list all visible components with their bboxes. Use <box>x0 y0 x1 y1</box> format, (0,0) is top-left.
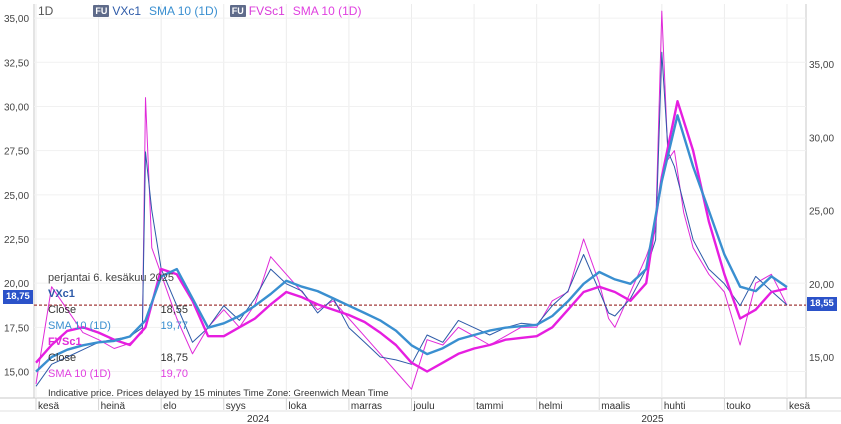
right-last-price-badge: 18,55 <box>807 297 837 311</box>
year-label: 2024 <box>247 414 270 424</box>
left-tick-label: 20,00 <box>4 279 29 290</box>
tooltip-series2-sma-row: SMA 10 (1D) 19,70 <box>48 366 188 382</box>
interval-label[interactable]: 1D <box>38 4 54 18</box>
chart-axes: kesä heinä elo syys loka marras joulu tammi helm… <box>4 14 834 424</box>
series1-badge: FU <box>93 5 110 17</box>
tooltip-series1-name: VXc1 <box>48 288 75 300</box>
tooltip-series1-close-label: Close <box>48 304 77 316</box>
left-tick-label: 22,50 <box>4 235 29 246</box>
tooltip-series1-close-row: Close 18,55 <box>48 302 188 318</box>
tooltip-series1-sma-value: 19,77 <box>160 320 188 332</box>
year-label: 2025 <box>641 414 664 424</box>
x-tick-label: joulu <box>413 401 435 412</box>
x-tick-label: helmi <box>539 401 563 412</box>
right-tick-label: 35,00 <box>809 60 834 71</box>
tooltip-series2-close-value: 18,75 <box>160 352 188 364</box>
x-tick-label: syys <box>226 401 246 412</box>
chart-grid <box>0 4 841 412</box>
legend-sma-vx[interactable]: SMA 10 (1D) <box>149 4 218 18</box>
legend-sma-fvs[interactable]: SMA 10 (1D) <box>292 4 362 18</box>
x-tick-label: touko <box>726 401 751 412</box>
chart-series <box>34 10 806 390</box>
tooltip-series2-close-label: Close <box>48 352 77 364</box>
series2-badge: FU <box>229 5 246 17</box>
x-tick-label: heinä <box>101 401 126 412</box>
left-tick-label: 30,00 <box>4 102 29 113</box>
x-tick-label: kesä <box>38 401 60 412</box>
tooltip-series2-name: FVSc1 <box>48 336 82 348</box>
left-last-price-badge: 18,75 <box>3 290 33 304</box>
series-vx-sma-line <box>35 114 788 373</box>
right-tick-label: 30,00 <box>809 133 834 144</box>
left-tick-label: 32,50 <box>4 58 29 69</box>
tooltip-series1-sma-label: SMA 10 (1D) <box>48 320 111 332</box>
left-tick-label: 27,50 <box>4 147 29 158</box>
tooltip-series1-close-value: 18,55 <box>160 304 188 316</box>
legend-series-vx[interactable]: VXc1 <box>112 4 142 18</box>
tooltip-series1-sma-row: SMA 10 (1D) 19,77 <box>48 318 188 334</box>
delay-notice: Indicative price. Prices delayed by 15 m… <box>48 388 389 399</box>
right-tick-label: 20,00 <box>809 280 834 291</box>
left-tick-label: 25,00 <box>4 191 29 202</box>
left-tick-label: 17,50 <box>4 323 29 334</box>
tooltip-date: perjantai 6. kesäkuu 2025 <box>48 272 174 284</box>
x-tick-label: kesä <box>789 401 811 412</box>
x-tick-label: maalis <box>601 401 630 412</box>
x-tick-label: elo <box>163 401 177 412</box>
tooltip-series2-sma-label: SMA 10 (1D) <box>48 368 111 380</box>
crosshair-tooltip: perjantai 6. kesäkuu 2025 VXc1 Close 18,… <box>48 270 188 382</box>
left-tick-label: 15,00 <box>4 367 29 378</box>
tooltip-series2-sma-value: 19,70 <box>160 368 188 380</box>
chart-legend: 1D FU VXc1 SMA 10 (1D) FU FVSc1 SMA 10 (… <box>38 4 361 18</box>
x-tick-label: huhti <box>664 401 686 412</box>
left-tick-label: 35,00 <box>4 14 29 25</box>
x-tick-label: tammi <box>476 401 503 412</box>
legend-series-fvs[interactable]: FVSc1 <box>248 4 285 18</box>
right-tick-label: 15,00 <box>809 353 834 364</box>
x-tick-label: marras <box>351 401 382 412</box>
x-tick-label: loka <box>288 401 307 412</box>
right-tick-label: 25,00 <box>809 207 834 218</box>
tooltip-series2-close-row: Close 18,75 <box>48 350 188 366</box>
